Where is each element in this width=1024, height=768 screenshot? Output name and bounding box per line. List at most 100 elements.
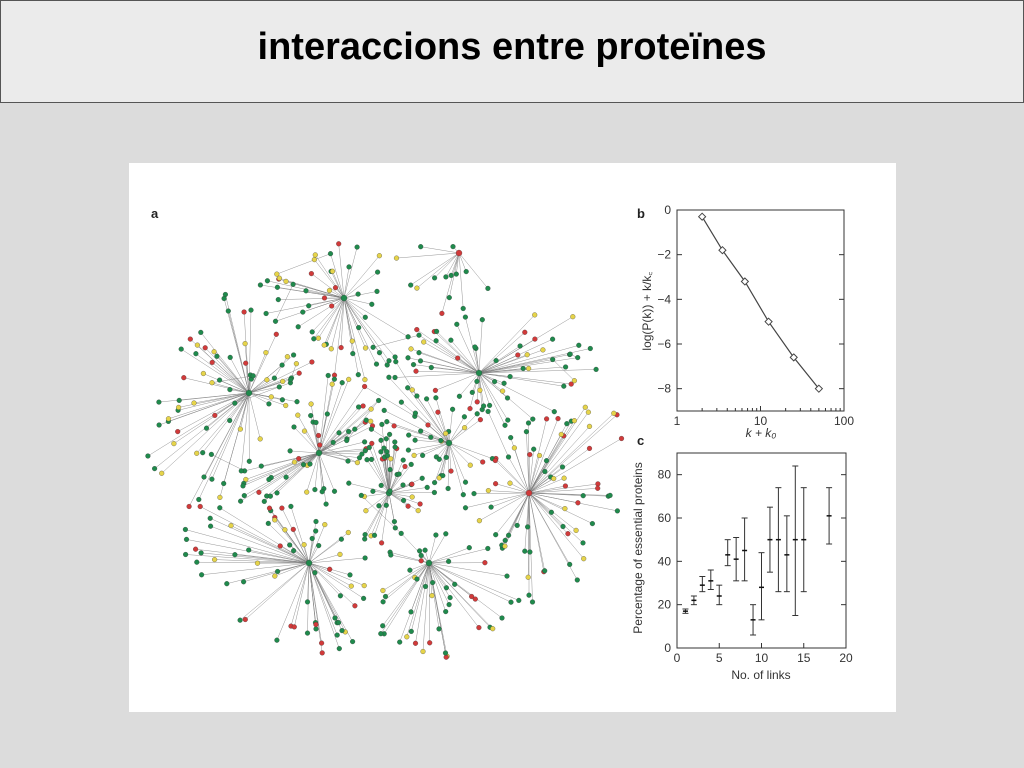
network-node — [312, 487, 318, 493]
network-edge — [488, 490, 530, 494]
network-edge — [428, 562, 503, 619]
network-node — [460, 492, 466, 498]
network-node — [482, 560, 488, 566]
network-edge — [308, 562, 340, 649]
network-edge — [183, 377, 250, 394]
network-edge — [248, 392, 283, 401]
network-node — [283, 474, 289, 480]
network-node — [248, 307, 254, 313]
network-edge — [371, 428, 387, 440]
plot-b-point — [697, 212, 707, 221]
network-node — [214, 353, 220, 359]
network-edge — [420, 430, 450, 444]
network-node — [356, 404, 362, 410]
network-node — [264, 278, 270, 284]
network-edge — [528, 413, 614, 494]
network-edge — [248, 352, 267, 394]
network-edge — [244, 452, 320, 496]
network-node — [485, 488, 491, 494]
network-node — [485, 545, 491, 552]
network-node — [360, 403, 366, 409]
network-node — [614, 508, 620, 514]
network-node — [199, 572, 205, 578]
network-node — [363, 417, 369, 423]
network-node — [487, 402, 493, 408]
network-edge — [276, 562, 310, 641]
network-node — [502, 537, 508, 543]
network-node — [507, 480, 513, 486]
plot-b-marks — [697, 212, 824, 393]
network-edge — [478, 345, 579, 374]
network-node — [217, 505, 223, 511]
network-edge — [478, 372, 503, 392]
plot-b-point — [740, 277, 750, 286]
network-node — [291, 459, 298, 465]
network-edge — [214, 559, 310, 564]
network-node — [328, 346, 334, 352]
network-edge — [308, 562, 365, 586]
network-node — [501, 380, 507, 386]
network-node — [431, 489, 437, 496]
network-node — [522, 329, 528, 335]
network-edge — [478, 319, 483, 374]
network-node — [209, 359, 215, 365]
network-node — [296, 456, 302, 462]
network-node — [551, 409, 557, 415]
network-node — [443, 585, 449, 591]
network-edge — [450, 252, 460, 276]
network-node — [542, 568, 548, 574]
network-node — [201, 474, 207, 480]
network-edge — [298, 297, 345, 328]
network-node — [381, 407, 387, 413]
network-edge — [371, 443, 390, 494]
network-node — [405, 447, 411, 453]
network-node — [296, 370, 302, 376]
network-node — [227, 354, 233, 360]
network-edge — [178, 392, 250, 411]
network-edge — [528, 454, 531, 494]
network-node — [429, 593, 435, 599]
network-edge — [293, 426, 320, 454]
network-node — [514, 522, 520, 528]
network-edge — [274, 519, 310, 564]
network-node — [424, 396, 430, 402]
network-edge — [434, 331, 480, 374]
network-node — [387, 488, 393, 494]
network-edge — [332, 271, 345, 299]
network-node — [455, 355, 461, 361]
network-edge — [318, 441, 365, 454]
network-edge — [380, 562, 430, 634]
network-edge — [308, 562, 317, 625]
network-node — [277, 543, 283, 549]
network-edge — [388, 434, 390, 494]
network-edge — [303, 452, 320, 465]
network-node — [516, 597, 522, 603]
plot-c-ticks: 0 5 10 15 20 0 20 40 60 80 — [658, 468, 853, 665]
plot-c-ytick-label: 60 — [658, 511, 672, 525]
network-node — [469, 593, 475, 600]
network-node — [221, 480, 227, 487]
network-node — [436, 456, 442, 462]
network-node — [321, 295, 328, 301]
network-node — [401, 497, 407, 503]
network-edge — [364, 492, 390, 535]
network-edge — [458, 252, 467, 272]
network-node — [414, 327, 420, 333]
network-edge — [242, 452, 320, 487]
network-edge — [201, 552, 310, 564]
network-edge — [528, 492, 593, 524]
network-node — [186, 503, 192, 510]
network-edge — [245, 562, 310, 620]
network-node — [287, 542, 293, 548]
network-edge — [284, 529, 310, 564]
network-edge — [448, 416, 465, 444]
network-edge — [290, 450, 320, 454]
network-node — [488, 504, 494, 510]
network-node — [159, 470, 165, 476]
network-node — [369, 301, 375, 307]
panel-letter-b: b — [637, 206, 645, 221]
network-node — [191, 400, 197, 406]
network-node — [570, 314, 576, 320]
network-node — [304, 489, 310, 495]
network-node — [562, 483, 568, 489]
